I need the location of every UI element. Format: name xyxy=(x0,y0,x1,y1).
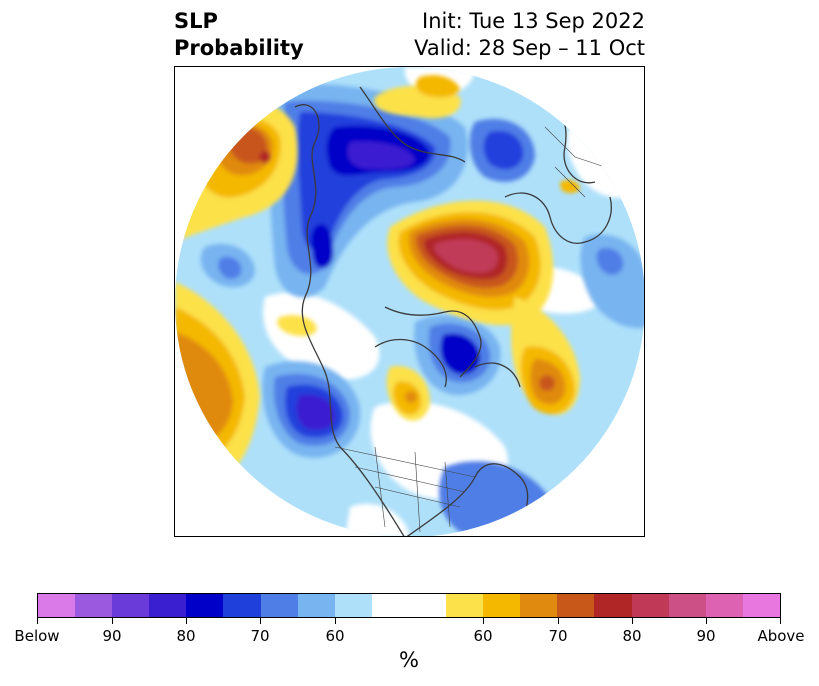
colorbar-segment xyxy=(446,594,484,617)
colorbar-tick xyxy=(260,618,261,624)
colorbar-tick xyxy=(558,618,559,624)
colorbar-segment xyxy=(149,594,187,617)
colorbar-tick-label: Above xyxy=(757,627,805,645)
title-variable: SLP xyxy=(174,9,218,33)
colorbar-unit: % xyxy=(399,648,419,672)
colorbar-tick xyxy=(186,618,187,624)
colorbar-segment xyxy=(557,594,595,617)
colorbar-tick xyxy=(483,618,484,624)
colorbar-tick xyxy=(37,618,38,624)
init-date: Init: Tue 13 Sep 2022 xyxy=(422,9,645,33)
colorbar-tick-label: 70 xyxy=(548,627,568,645)
colorbar-segment xyxy=(260,594,298,617)
colorbar-tick-label: 90 xyxy=(696,627,716,645)
colorbar-segment xyxy=(631,594,669,617)
colorbar-segment xyxy=(334,594,372,617)
colorbar-segment xyxy=(668,594,706,617)
colorbar-segment xyxy=(520,594,558,617)
colorbar-segment xyxy=(75,594,113,617)
colorbar-segment xyxy=(705,594,743,617)
colorbar-tick-label: 80 xyxy=(622,627,642,645)
colorbar-tick xyxy=(335,618,336,624)
colorbar-tick xyxy=(706,618,707,624)
colorbar-tick-label: 80 xyxy=(176,627,196,645)
title-metric: Probability xyxy=(174,36,304,60)
colorbar-tick xyxy=(632,618,633,624)
colorbar-segment xyxy=(112,594,150,617)
colorbar-tick xyxy=(112,618,113,624)
colorbar-segment xyxy=(186,594,224,617)
colorbar xyxy=(37,593,781,618)
borders xyxy=(334,126,636,533)
colorbar-tick-label: Below xyxy=(14,627,60,645)
probability-map xyxy=(174,66,645,537)
colorbar-segment xyxy=(38,594,76,617)
colorbar-tick-label: 60 xyxy=(473,627,493,645)
colorbar-tick-label: 60 xyxy=(325,627,345,645)
colorbar-tick-label: 70 xyxy=(250,627,270,645)
colorbar-segment xyxy=(408,594,447,617)
chart-title-left: SLP Probability xyxy=(174,8,304,62)
colorbar-segment xyxy=(371,594,409,617)
colorbar-tick-label: 90 xyxy=(102,627,122,645)
colorbar-segment xyxy=(742,594,780,617)
colorbar-segment xyxy=(594,594,632,617)
chart-title-right: Init: Tue 13 Sep 2022 Valid: 28 Sep – 11… xyxy=(414,8,645,62)
colorbar-segment xyxy=(297,594,335,617)
map-svg xyxy=(175,67,644,536)
colorbar-tick xyxy=(780,618,781,624)
colorbar-segment xyxy=(483,594,521,617)
colorbar-segment xyxy=(223,594,261,617)
valid-range: Valid: 28 Sep – 11 Oct xyxy=(414,36,645,60)
